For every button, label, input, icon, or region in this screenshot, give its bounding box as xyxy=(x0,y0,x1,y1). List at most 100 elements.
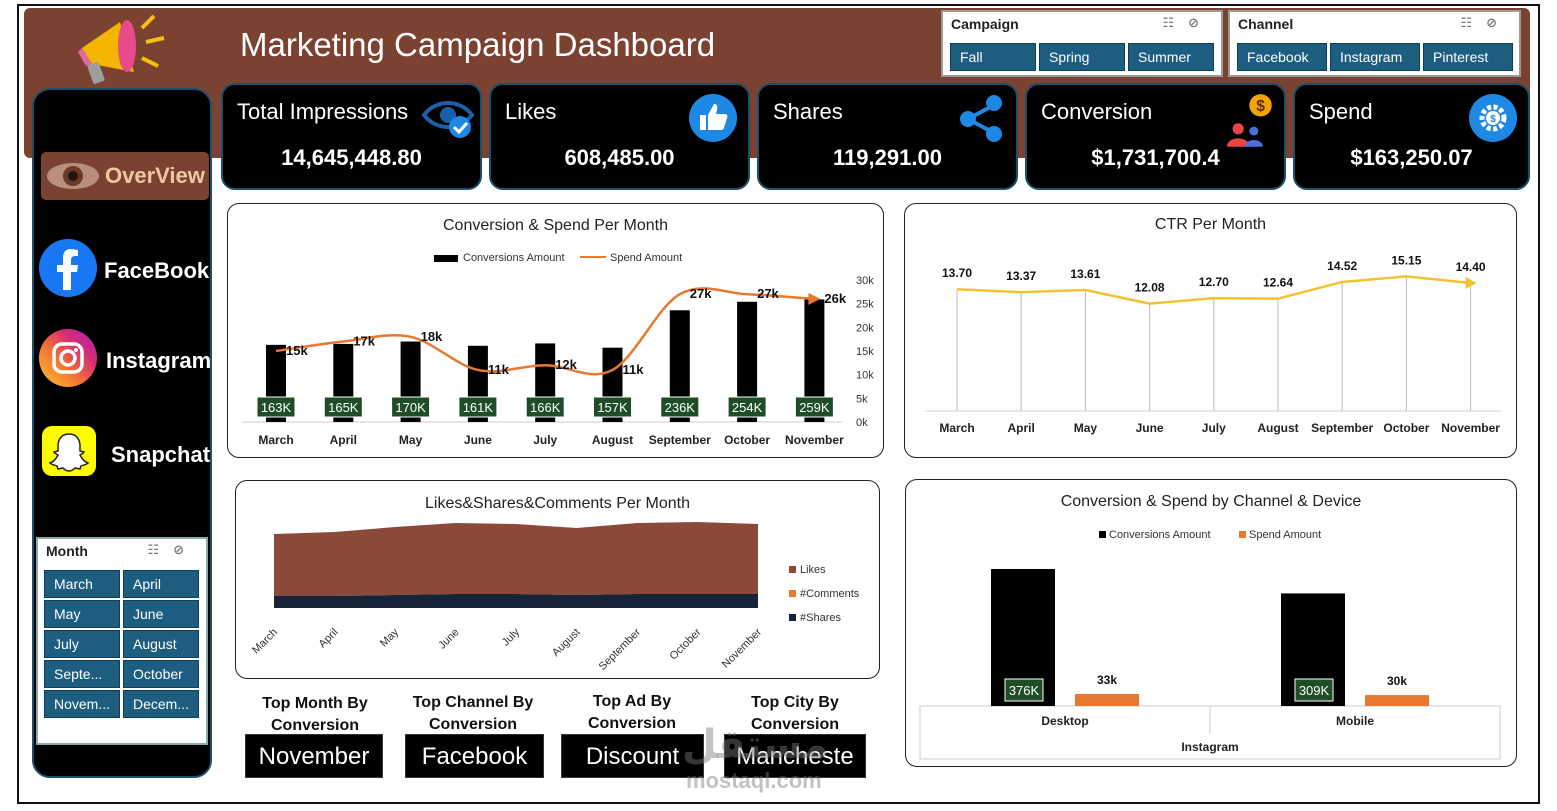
svg-text:$: $ xyxy=(1490,114,1496,125)
line-arrowhead xyxy=(808,292,821,305)
slicer-option-april[interactable]: April xyxy=(123,570,199,598)
slicer-option-facebook[interactable]: Facebook xyxy=(1237,43,1327,71)
x-tick-label: April xyxy=(1008,421,1035,435)
slicer-option-october[interactable]: October xyxy=(123,660,199,688)
x-tick-label: November xyxy=(785,433,844,447)
top-city-value: Mancheste xyxy=(724,734,866,778)
legend-swatch xyxy=(789,566,796,573)
multi-select-icon[interactable]: ☷⊘ xyxy=(1460,15,1511,30)
legend-swatch xyxy=(1099,531,1106,538)
data-label: 309K xyxy=(1299,683,1330,698)
chart-title: Conversion & Spend by Channel & Device xyxy=(1060,493,1362,510)
likes-shares-comments-card: Likes&Shares&Comments Per Month March Apr… xyxy=(235,480,880,679)
x-tick-label: May xyxy=(399,433,423,447)
slicer-option-may[interactable]: May xyxy=(44,600,120,628)
y2-tick-label: 10k xyxy=(856,370,874,382)
kpi-conversion: Conversion $1,731,700.4 $ xyxy=(1025,83,1286,190)
x-tick-label: November xyxy=(1441,421,1500,435)
x-tick-label: July xyxy=(1202,421,1226,435)
kpi-label: Spend xyxy=(1309,99,1373,124)
y2-tick-label: 20k xyxy=(856,322,874,334)
nav-overview-label: OverView xyxy=(105,163,205,188)
conversion-spend-month-card: Conversion & Spend Per Month Conversions… xyxy=(227,203,884,458)
page-title: Marketing Campaign Dashboard xyxy=(240,26,716,63)
legend-swatch xyxy=(789,614,796,621)
month-slicer-title: Month ☷⊘ xyxy=(46,542,198,559)
data-label: 166K xyxy=(530,400,561,415)
data-label: 254K xyxy=(732,400,763,415)
nav-overview[interactable]: OverView xyxy=(41,152,209,200)
nav-instagram[interactable]: Instagram xyxy=(34,328,214,388)
snapchat-icon xyxy=(42,426,96,476)
x-tick-label: September xyxy=(1311,421,1373,435)
legend-label: #Shares xyxy=(800,612,841,624)
top-ad-value: Discount xyxy=(561,734,704,778)
slicer-option-march[interactable]: March xyxy=(44,570,120,598)
slicer-option-november[interactable]: Novem... xyxy=(44,690,120,718)
x-tick-label: September xyxy=(649,433,711,447)
line-arrowhead xyxy=(1465,277,1477,290)
slicer-option-july[interactable]: July xyxy=(44,630,120,658)
bar-spend xyxy=(1365,695,1429,706)
data-label-bg xyxy=(660,396,700,418)
data-label-spend: 18k xyxy=(421,329,443,344)
slicer-option-december[interactable]: Decem... xyxy=(123,690,199,718)
x-tick-label: August xyxy=(550,626,583,659)
x-tick-label: November xyxy=(720,626,765,671)
bar-conversions xyxy=(669,310,690,422)
slicer-option-september[interactable]: Septe... xyxy=(44,660,120,688)
ctr-month-chart: March April May June July August September Octo… xyxy=(925,253,1501,435)
slicer-option-fall[interactable]: Fall xyxy=(950,43,1036,71)
data-label: 376K xyxy=(1009,683,1040,698)
x-tick-label: June xyxy=(464,433,492,447)
multi-select-icon[interactable]: ☷⊘ xyxy=(147,542,198,557)
kpi-total-impressions: Total Impressions 14,645,448.80 xyxy=(221,83,482,190)
slicer-option-pinterest[interactable]: Pinterest xyxy=(1423,43,1513,71)
slicer-option-spring[interactable]: Spring xyxy=(1039,43,1125,71)
instagram-icon xyxy=(39,329,97,387)
campaign-slicer: Campaign ☷⊘ Fall Spring Summer xyxy=(941,10,1223,77)
conversion-spend-month-chart: Conversions Amount Spend Amount 0k 5k 10k 15k… xyxy=(242,252,874,447)
data-label-bg xyxy=(391,396,431,418)
x-tick-label: June xyxy=(1136,421,1164,435)
x-tick-label: April xyxy=(317,626,341,650)
kpi-value: 14,645,448.80 xyxy=(281,145,422,170)
data-label-bg xyxy=(458,396,498,418)
kpi-label: Likes xyxy=(505,99,557,124)
bar-conversions xyxy=(737,301,758,422)
data-label-spend: 33k xyxy=(1097,673,1117,687)
y2-tick-label: 30k xyxy=(856,275,874,287)
sidebar: OverView FaceBook Instagram xyxy=(32,88,212,778)
data-label-bg xyxy=(794,396,834,418)
slicer-option-instagram[interactable]: Instagram xyxy=(1330,43,1420,71)
data-label-bg xyxy=(593,396,632,418)
nav-facebook[interactable]: FaceBook xyxy=(34,238,214,298)
series-line-ctr xyxy=(956,275,1471,305)
multi-select-icon[interactable]: ☷⊘ xyxy=(1162,15,1213,30)
kpi-spend: Spend $163,250.07 $ xyxy=(1293,83,1530,190)
data-label: 12.70 xyxy=(1199,275,1229,289)
data-label-spend: 26k xyxy=(824,291,846,306)
kpi-label: Total Impressions xyxy=(237,99,409,124)
legend-swatch xyxy=(1239,531,1246,538)
slicer-option-august[interactable]: August xyxy=(123,630,199,658)
data-label: 13.37 xyxy=(1006,269,1036,283)
nav-snapchat[interactable]: Snapchat xyxy=(34,426,214,482)
watermark-latin: mostaql.com xyxy=(686,768,822,793)
eye-icon xyxy=(47,163,99,189)
data-label-spend: 15k xyxy=(286,343,308,358)
channel-device-chart: Conversions Amount Spend Amount 376K 33k Des… xyxy=(919,529,1501,760)
bar-conversions xyxy=(804,299,825,422)
legend-swatch xyxy=(789,590,796,597)
x-tick-label: May xyxy=(378,626,402,650)
x-tick-label: October xyxy=(724,433,770,447)
top-month-value: November xyxy=(245,734,383,778)
legend-label: Conversions Amount xyxy=(463,252,565,264)
x-tick-label: August xyxy=(1257,421,1298,435)
group-label: Instagram xyxy=(1181,740,1238,754)
kpi-value: $163,250.07 xyxy=(1350,145,1473,170)
svg-text:$: $ xyxy=(1256,98,1265,115)
slicer-option-summer[interactable]: Summer xyxy=(1128,43,1214,71)
slicer-option-june[interactable]: June xyxy=(123,600,199,628)
x-tick-label: June xyxy=(436,626,461,651)
